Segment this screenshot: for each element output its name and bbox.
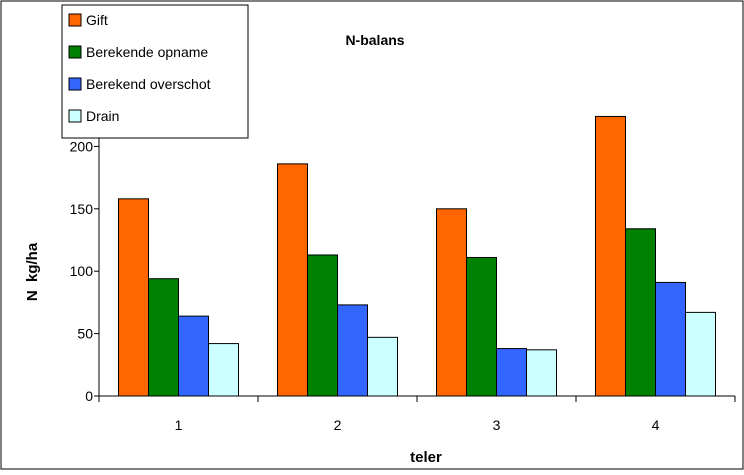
y-tick-label: 0 bbox=[85, 388, 93, 404]
y-tick-label: 50 bbox=[77, 326, 93, 342]
bar-gift-2 bbox=[277, 163, 308, 397]
x-tick-label: 4 bbox=[652, 417, 660, 433]
chart-title: N-balans bbox=[345, 32, 404, 48]
bar-berekende-opname-3 bbox=[466, 256, 497, 397]
legend-label: Berekende opname bbox=[86, 44, 208, 60]
bar-berekend-overschot-4 bbox=[655, 281, 686, 397]
legend-label: Berekend overschot bbox=[86, 76, 211, 92]
bar-gift-1 bbox=[118, 198, 149, 397]
legend-swatch bbox=[68, 45, 82, 59]
bar-gift-3 bbox=[436, 208, 467, 397]
legend-swatch bbox=[68, 109, 82, 123]
bar-drain-1 bbox=[208, 343, 239, 397]
legend-box bbox=[61, 4, 249, 139]
bar-drain-4 bbox=[685, 311, 716, 397]
y-axis-label: N kg/ha bbox=[24, 242, 41, 301]
x-tick-label: 3 bbox=[493, 417, 501, 433]
bar-drain-2 bbox=[367, 336, 398, 397]
y-tick-label: 100 bbox=[70, 263, 94, 279]
legend-swatch bbox=[68, 13, 82, 27]
legend-label: Gift bbox=[86, 12, 108, 28]
y-tick-label: 200 bbox=[70, 138, 94, 154]
x-axis-label: teler bbox=[410, 449, 442, 466]
bar-berekende-opname-2 bbox=[307, 254, 338, 397]
legend-label: Drain bbox=[86, 108, 119, 124]
bar-gift-4 bbox=[595, 115, 626, 397]
bar-berekende-opname-1 bbox=[148, 278, 179, 397]
x-tick-label: 1 bbox=[175, 417, 183, 433]
x-tick-label: 2 bbox=[334, 417, 342, 433]
bar-berekend-overschot-1 bbox=[178, 315, 209, 397]
bar-berekende-opname-4 bbox=[625, 228, 656, 397]
bar-berekend-overschot-2 bbox=[337, 304, 368, 397]
bar-drain-3 bbox=[526, 349, 557, 397]
legend-swatch bbox=[68, 77, 82, 91]
bar-berekend-overschot-3 bbox=[496, 348, 527, 397]
y-tick-label: 150 bbox=[70, 201, 94, 217]
